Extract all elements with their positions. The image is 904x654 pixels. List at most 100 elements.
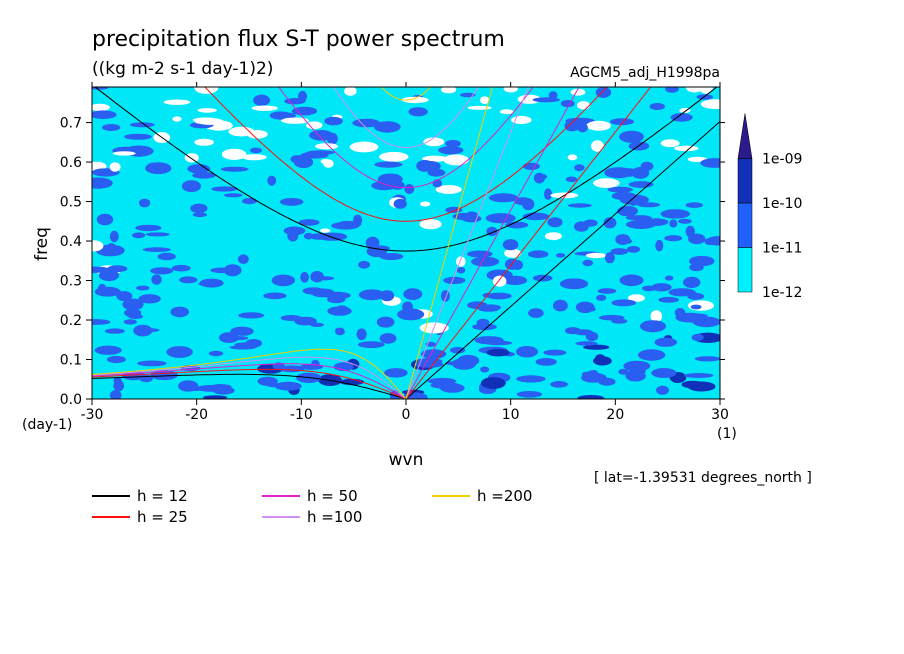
contour-blob bbox=[220, 166, 249, 172]
contour-blob bbox=[349, 141, 379, 153]
legend-label: h = 50 bbox=[307, 487, 358, 505]
contour-blob bbox=[194, 87, 219, 94]
contour-blob bbox=[187, 164, 211, 174]
dispersion-curves bbox=[92, 87, 720, 399]
contour-blob bbox=[266, 383, 288, 388]
contour-blob bbox=[607, 186, 634, 193]
contour-blob bbox=[627, 294, 645, 302]
contour-blob bbox=[113, 151, 136, 156]
contour-blob bbox=[614, 118, 631, 125]
contour-blob bbox=[393, 198, 407, 209]
contour-blob bbox=[604, 252, 615, 264]
contour-blob bbox=[310, 271, 324, 283]
contour-blob bbox=[192, 212, 207, 218]
rossby-curve bbox=[92, 348, 407, 399]
colorbar-label: 1e-09 bbox=[762, 152, 802, 168]
contour-blob bbox=[443, 154, 469, 166]
contour-blob bbox=[577, 395, 605, 399]
contour-blob bbox=[654, 337, 678, 347]
contour-blob bbox=[408, 107, 428, 117]
contour-blob bbox=[92, 103, 110, 112]
contour-blob bbox=[92, 266, 110, 273]
contour-blob bbox=[94, 345, 122, 355]
contour-blob bbox=[228, 126, 255, 137]
contour-blob bbox=[631, 167, 650, 179]
contour-blob bbox=[377, 173, 403, 185]
contour-blob bbox=[404, 184, 415, 194]
contour-blob bbox=[320, 159, 331, 164]
contour-blob bbox=[96, 213, 114, 226]
contour-blob bbox=[610, 248, 629, 255]
contour-blob bbox=[440, 383, 465, 393]
contour-blob bbox=[263, 292, 287, 300]
contour-blob bbox=[480, 366, 490, 373]
contour-blob bbox=[603, 217, 617, 229]
contour-blob bbox=[478, 306, 499, 312]
contour-blob bbox=[281, 117, 310, 124]
plot-area bbox=[91, 86, 721, 400]
legend-label: h =200 bbox=[477, 487, 532, 505]
contour-blob bbox=[626, 246, 641, 253]
contour-blob bbox=[202, 395, 228, 399]
contour-blob bbox=[485, 213, 516, 224]
contour-blob bbox=[166, 346, 193, 358]
y-tick-label: 0.4 bbox=[60, 234, 82, 250]
contour-blob bbox=[456, 267, 466, 274]
contour-blob bbox=[544, 232, 562, 241]
contour-blob bbox=[664, 275, 674, 281]
contour-blob bbox=[488, 193, 519, 203]
contour-blob bbox=[615, 234, 631, 245]
kelvin-curve bbox=[405, 87, 529, 399]
contour-blob bbox=[374, 121, 401, 133]
contour-blob bbox=[581, 372, 607, 383]
chart-title: precipitation flux S-T power spectrum bbox=[92, 27, 505, 52]
contour-blob bbox=[517, 94, 541, 104]
contour-blob bbox=[575, 301, 595, 313]
y-axis-label: freq bbox=[32, 227, 52, 261]
contour-blob bbox=[670, 113, 693, 122]
contour-blob bbox=[135, 328, 160, 333]
y-tick-label: 0.0 bbox=[60, 392, 82, 408]
contour-blob bbox=[298, 90, 307, 103]
colorbar-extend-arrow bbox=[737, 113, 753, 159]
contour-blob bbox=[511, 260, 523, 270]
contour-blob bbox=[416, 160, 434, 172]
contour-blob bbox=[374, 161, 403, 168]
contour-blob bbox=[335, 328, 345, 336]
contour-blob bbox=[689, 255, 715, 267]
contour-blob bbox=[178, 380, 199, 392]
x-tick-label: -10 bbox=[290, 407, 313, 423]
contour-blob bbox=[137, 360, 167, 367]
contour-blob bbox=[211, 186, 238, 192]
contour-blob bbox=[586, 120, 611, 131]
contour-blob bbox=[403, 288, 423, 300]
contour-blob bbox=[104, 328, 125, 334]
contour-blob bbox=[637, 349, 666, 361]
x-axis: -30 -20 -10 0 10 20 30 bbox=[81, 82, 729, 423]
x-tick-label: 30 bbox=[711, 407, 729, 423]
contour-blob bbox=[107, 265, 128, 273]
contour-blob bbox=[92, 319, 111, 325]
colorbar-segment bbox=[737, 158, 753, 204]
contour-blob bbox=[618, 368, 629, 375]
contour-blob bbox=[138, 294, 161, 304]
contour-blob bbox=[271, 274, 295, 287]
contour-blob bbox=[611, 318, 628, 324]
contour-blob bbox=[102, 124, 121, 131]
contour-blob bbox=[230, 326, 254, 336]
contour-blob bbox=[480, 377, 506, 389]
contour-blob bbox=[611, 191, 637, 201]
y-tick-label: 0.3 bbox=[60, 274, 82, 290]
contour-blob bbox=[547, 217, 563, 228]
contour-blob bbox=[669, 219, 678, 228]
contour-blob bbox=[253, 94, 270, 107]
contour-blob bbox=[302, 287, 325, 295]
contour-blob bbox=[656, 385, 669, 395]
contour-blob bbox=[230, 336, 249, 341]
contour-blob bbox=[146, 162, 164, 170]
contour-blob bbox=[179, 276, 198, 284]
contour-blob bbox=[465, 211, 478, 220]
contour-blob bbox=[98, 269, 120, 282]
contour-blob bbox=[379, 253, 404, 260]
contour-blob bbox=[113, 380, 124, 392]
